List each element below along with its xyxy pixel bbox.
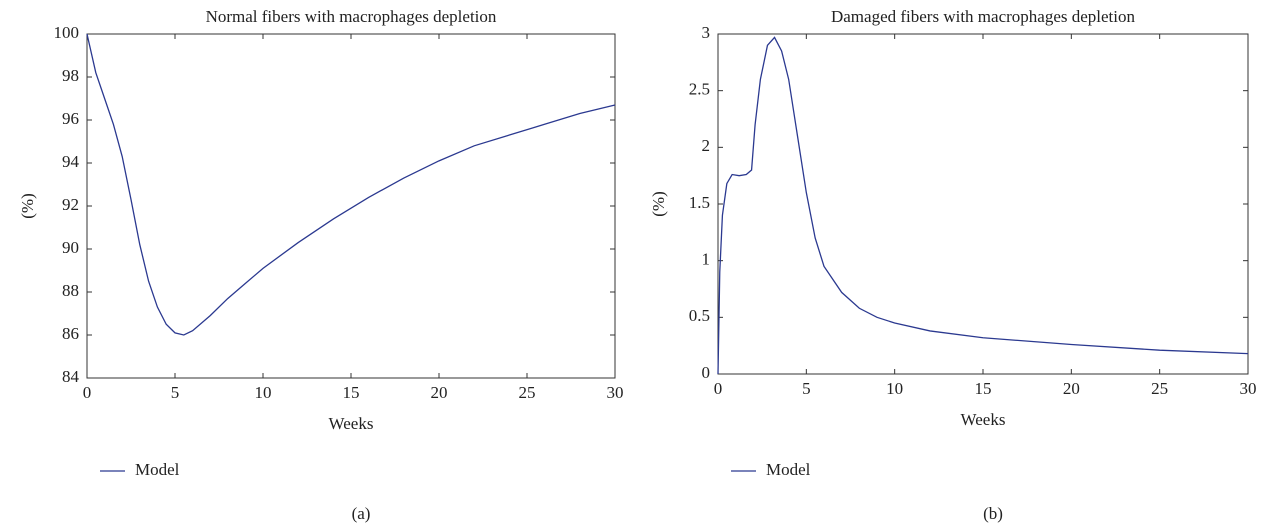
- y-tick-label: 90: [62, 238, 79, 257]
- x-tick-label: 5: [171, 383, 180, 402]
- x-tick-label: 0: [714, 379, 723, 398]
- x-axis-label: Weeks: [329, 414, 374, 433]
- x-tick-label: 25: [1151, 379, 1168, 398]
- caption: (a): [352, 504, 371, 523]
- y-tick-label: 86: [62, 324, 79, 343]
- y-tick-label: 1.5: [689, 193, 710, 212]
- y-tick-label: 88: [62, 281, 79, 300]
- x-tick-label: 25: [519, 383, 536, 402]
- x-tick-label: 10: [255, 383, 272, 402]
- y-tick-label: 2: [702, 136, 711, 155]
- y-tick-label: 96: [62, 109, 79, 128]
- y-tick-label: 84: [62, 367, 80, 386]
- y-tick-label: 92: [62, 195, 79, 214]
- y-axis-label: (%): [18, 193, 37, 218]
- x-tick-label: 30: [1240, 379, 1257, 398]
- y-tick-label: 1: [702, 250, 711, 269]
- y-axis-label: (%): [649, 191, 668, 216]
- x-tick-label: 30: [607, 383, 624, 402]
- data-line: [717, 36, 1249, 375]
- legend-label: Model: [766, 460, 811, 479]
- x-tick-label: 10: [886, 379, 903, 398]
- caption: (b): [983, 504, 1003, 523]
- data-line: [86, 33, 616, 336]
- y-tick-label: 0: [702, 363, 711, 382]
- y-tick-label: 0.5: [689, 306, 710, 325]
- x-tick-label: 20: [431, 383, 448, 402]
- plot-frame: [717, 33, 1249, 375]
- x-tick-label: 15: [975, 379, 992, 398]
- y-tick-label: 2.5: [689, 80, 710, 99]
- legend-label: Model: [135, 460, 180, 479]
- x-tick-label: 15: [343, 383, 360, 402]
- y-tick-label: 98: [62, 66, 79, 85]
- chart-title: Normal fibers with macrophages depletion: [206, 7, 497, 26]
- y-tick-label: 94: [62, 152, 80, 171]
- x-tick-label: 0: [83, 383, 92, 402]
- y-tick-label: 100: [54, 23, 80, 42]
- plot-frame: [86, 33, 616, 379]
- x-tick-label: 20: [1063, 379, 1080, 398]
- x-tick-label: 5: [802, 379, 811, 398]
- y-tick-label: 3: [702, 23, 711, 42]
- x-axis-label: Weeks: [961, 410, 1006, 429]
- chart-title: Damaged fibers with macrophages depletio…: [831, 7, 1136, 26]
